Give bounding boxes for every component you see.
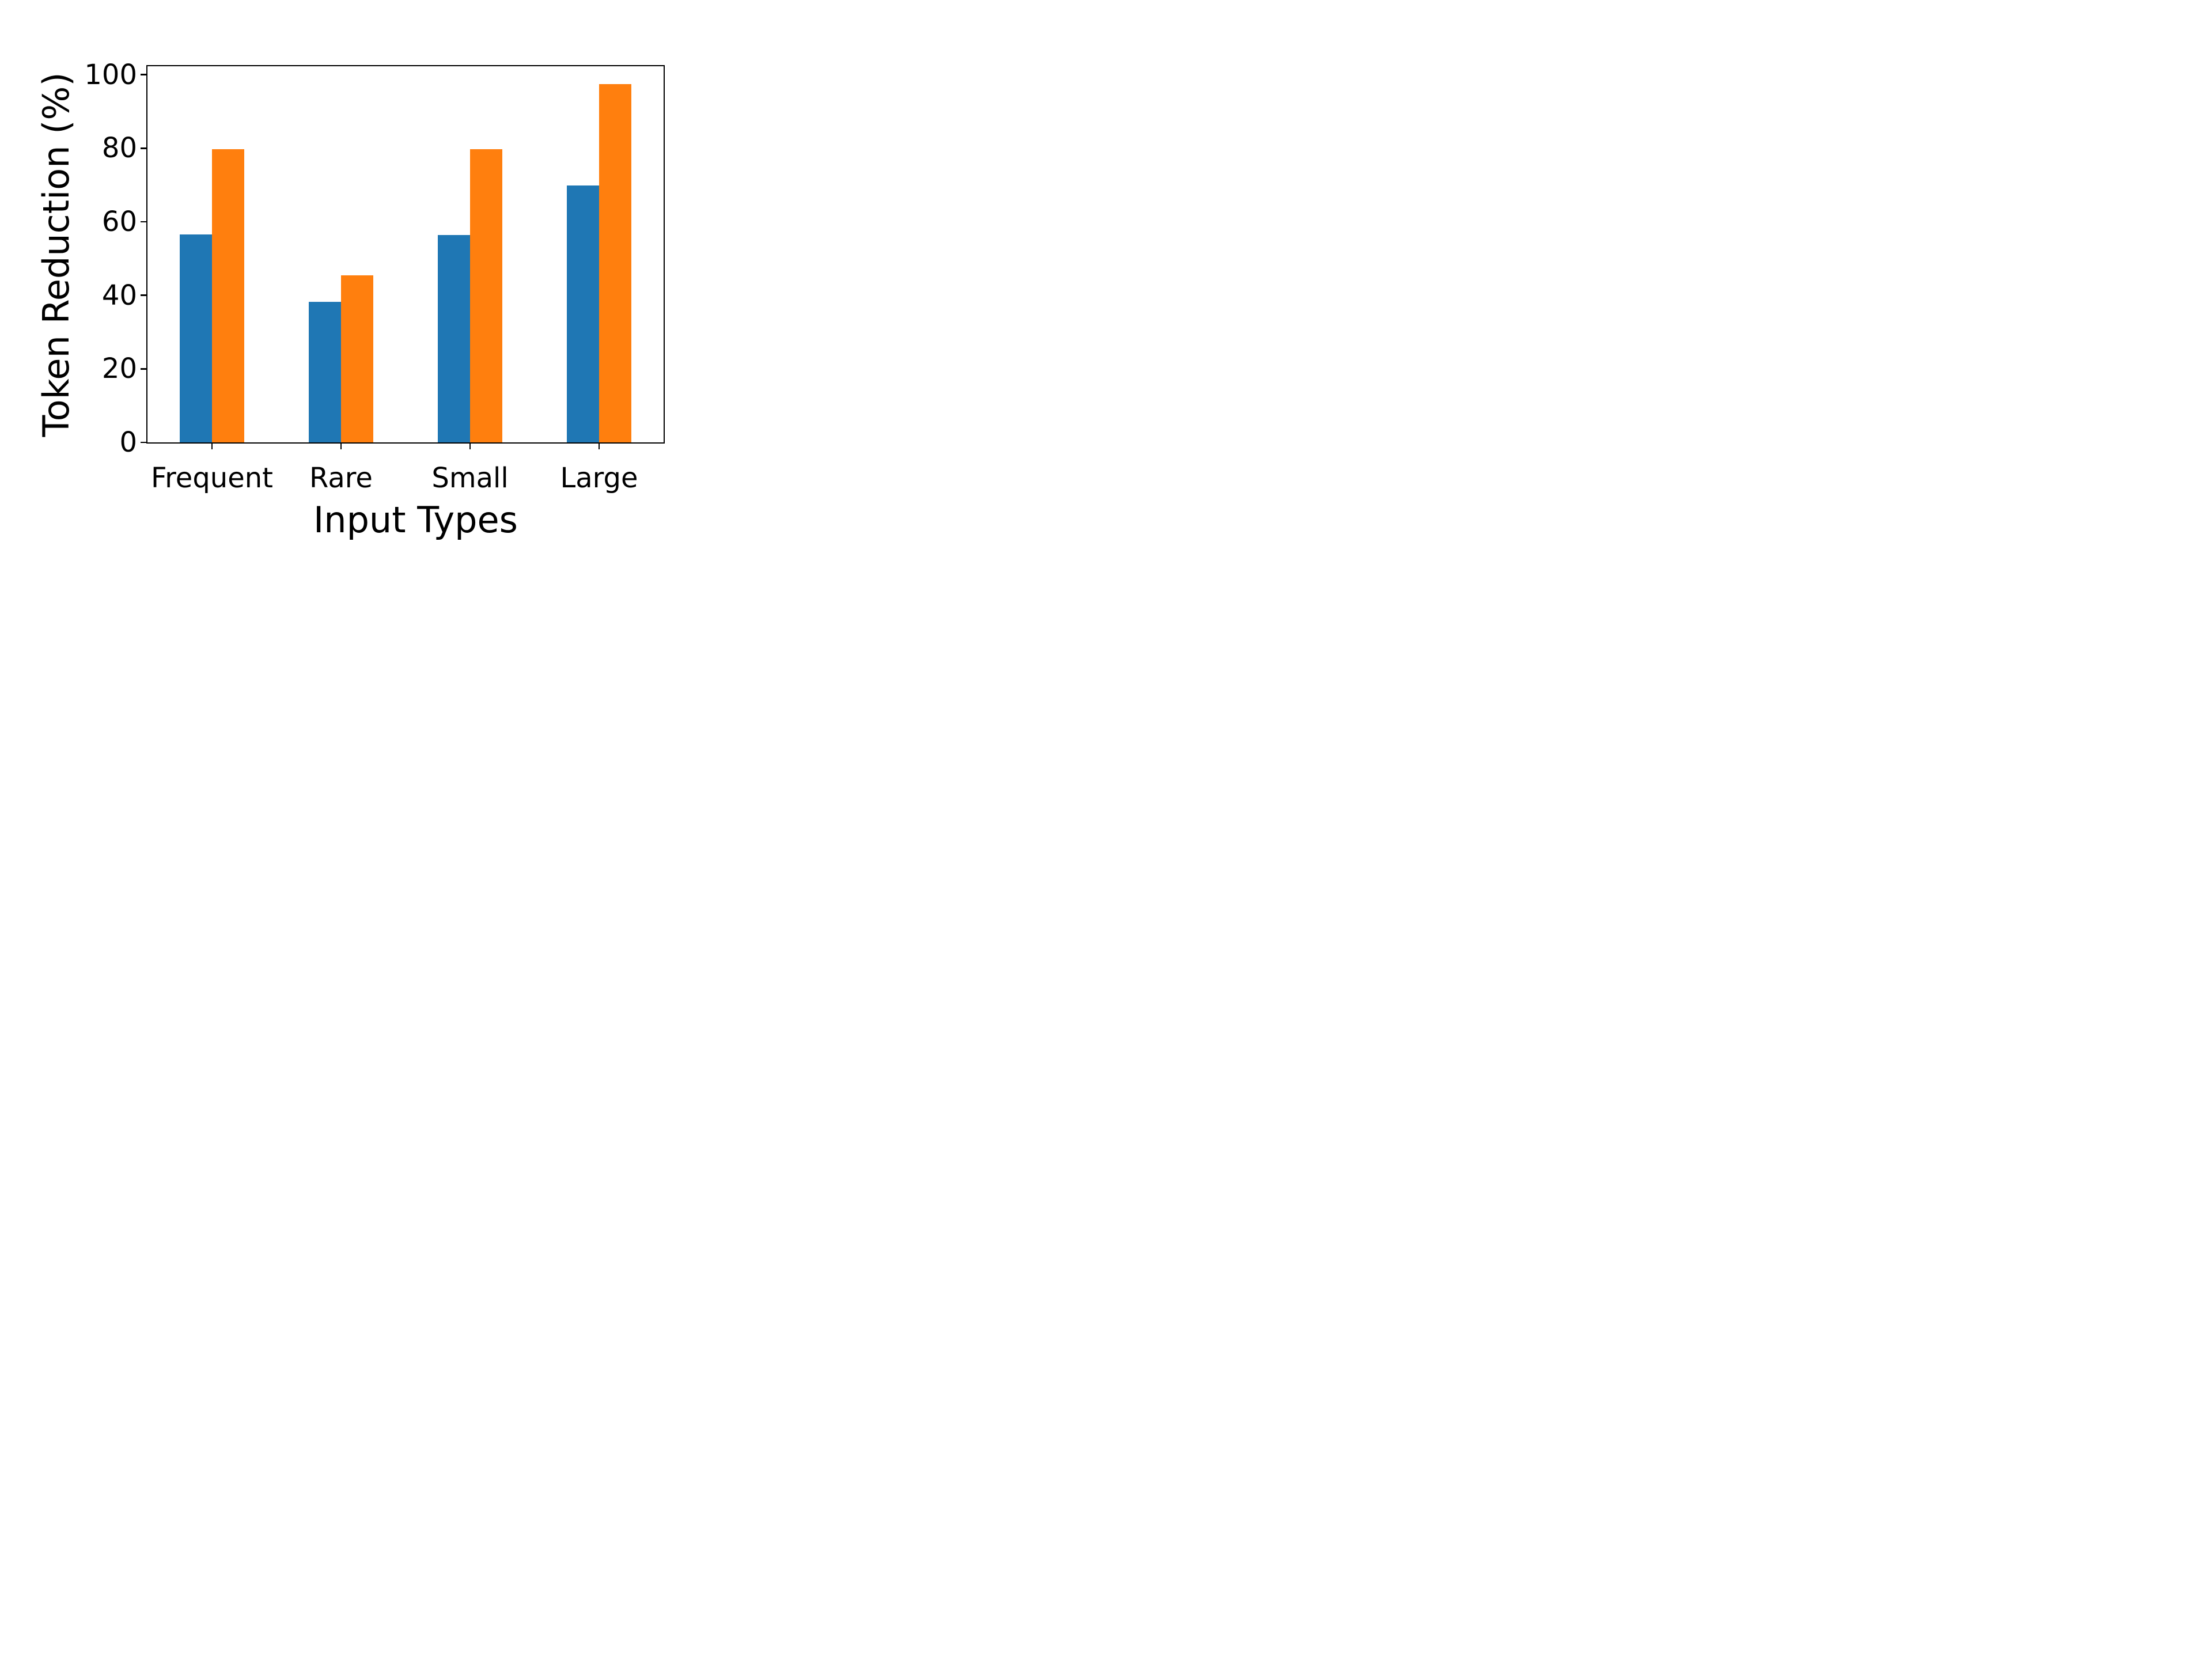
x-tick-label-frequent: Frequent [151, 462, 273, 494]
bar-rare-blue [309, 302, 341, 442]
x-tick [469, 442, 471, 449]
x-tick-label-large: Large [560, 462, 638, 494]
bar-chart-figure: 0 20 40 60 80 100 Frequent Rare Small Large Token… [0, 0, 737, 553]
x-tick [211, 442, 213, 449]
y-tick-label: 60 [101, 206, 137, 238]
y-tick-label: 40 [101, 279, 137, 312]
y-tick-label: 100 [84, 58, 137, 91]
x-axis-label: Input Types [313, 499, 518, 541]
y-tick-label: 80 [101, 132, 137, 165]
x-tick-label-small: Small [431, 462, 509, 494]
bar-rare-orange [341, 275, 373, 442]
y-tick-label: 0 [119, 426, 137, 459]
plot-area [147, 66, 664, 442]
y-axis-label: Token Reduction (%) [35, 72, 77, 437]
x-tick-label-rare: Rare [309, 462, 373, 494]
y-tick-label: 20 [101, 353, 137, 385]
y-tick [141, 147, 147, 149]
y-tick [141, 441, 147, 444]
y-tick [141, 221, 147, 223]
bar-large-blue [567, 185, 599, 442]
x-tick [340, 442, 342, 449]
bar-small-blue [438, 235, 470, 442]
bar-small-orange [470, 149, 502, 442]
x-tick [598, 442, 600, 449]
bar-frequent-blue [180, 234, 212, 442]
y-tick [141, 368, 147, 370]
y-tick [141, 294, 147, 296]
bar-large-orange [599, 84, 631, 442]
bar-frequent-orange [212, 149, 244, 442]
y-tick [141, 74, 147, 75]
